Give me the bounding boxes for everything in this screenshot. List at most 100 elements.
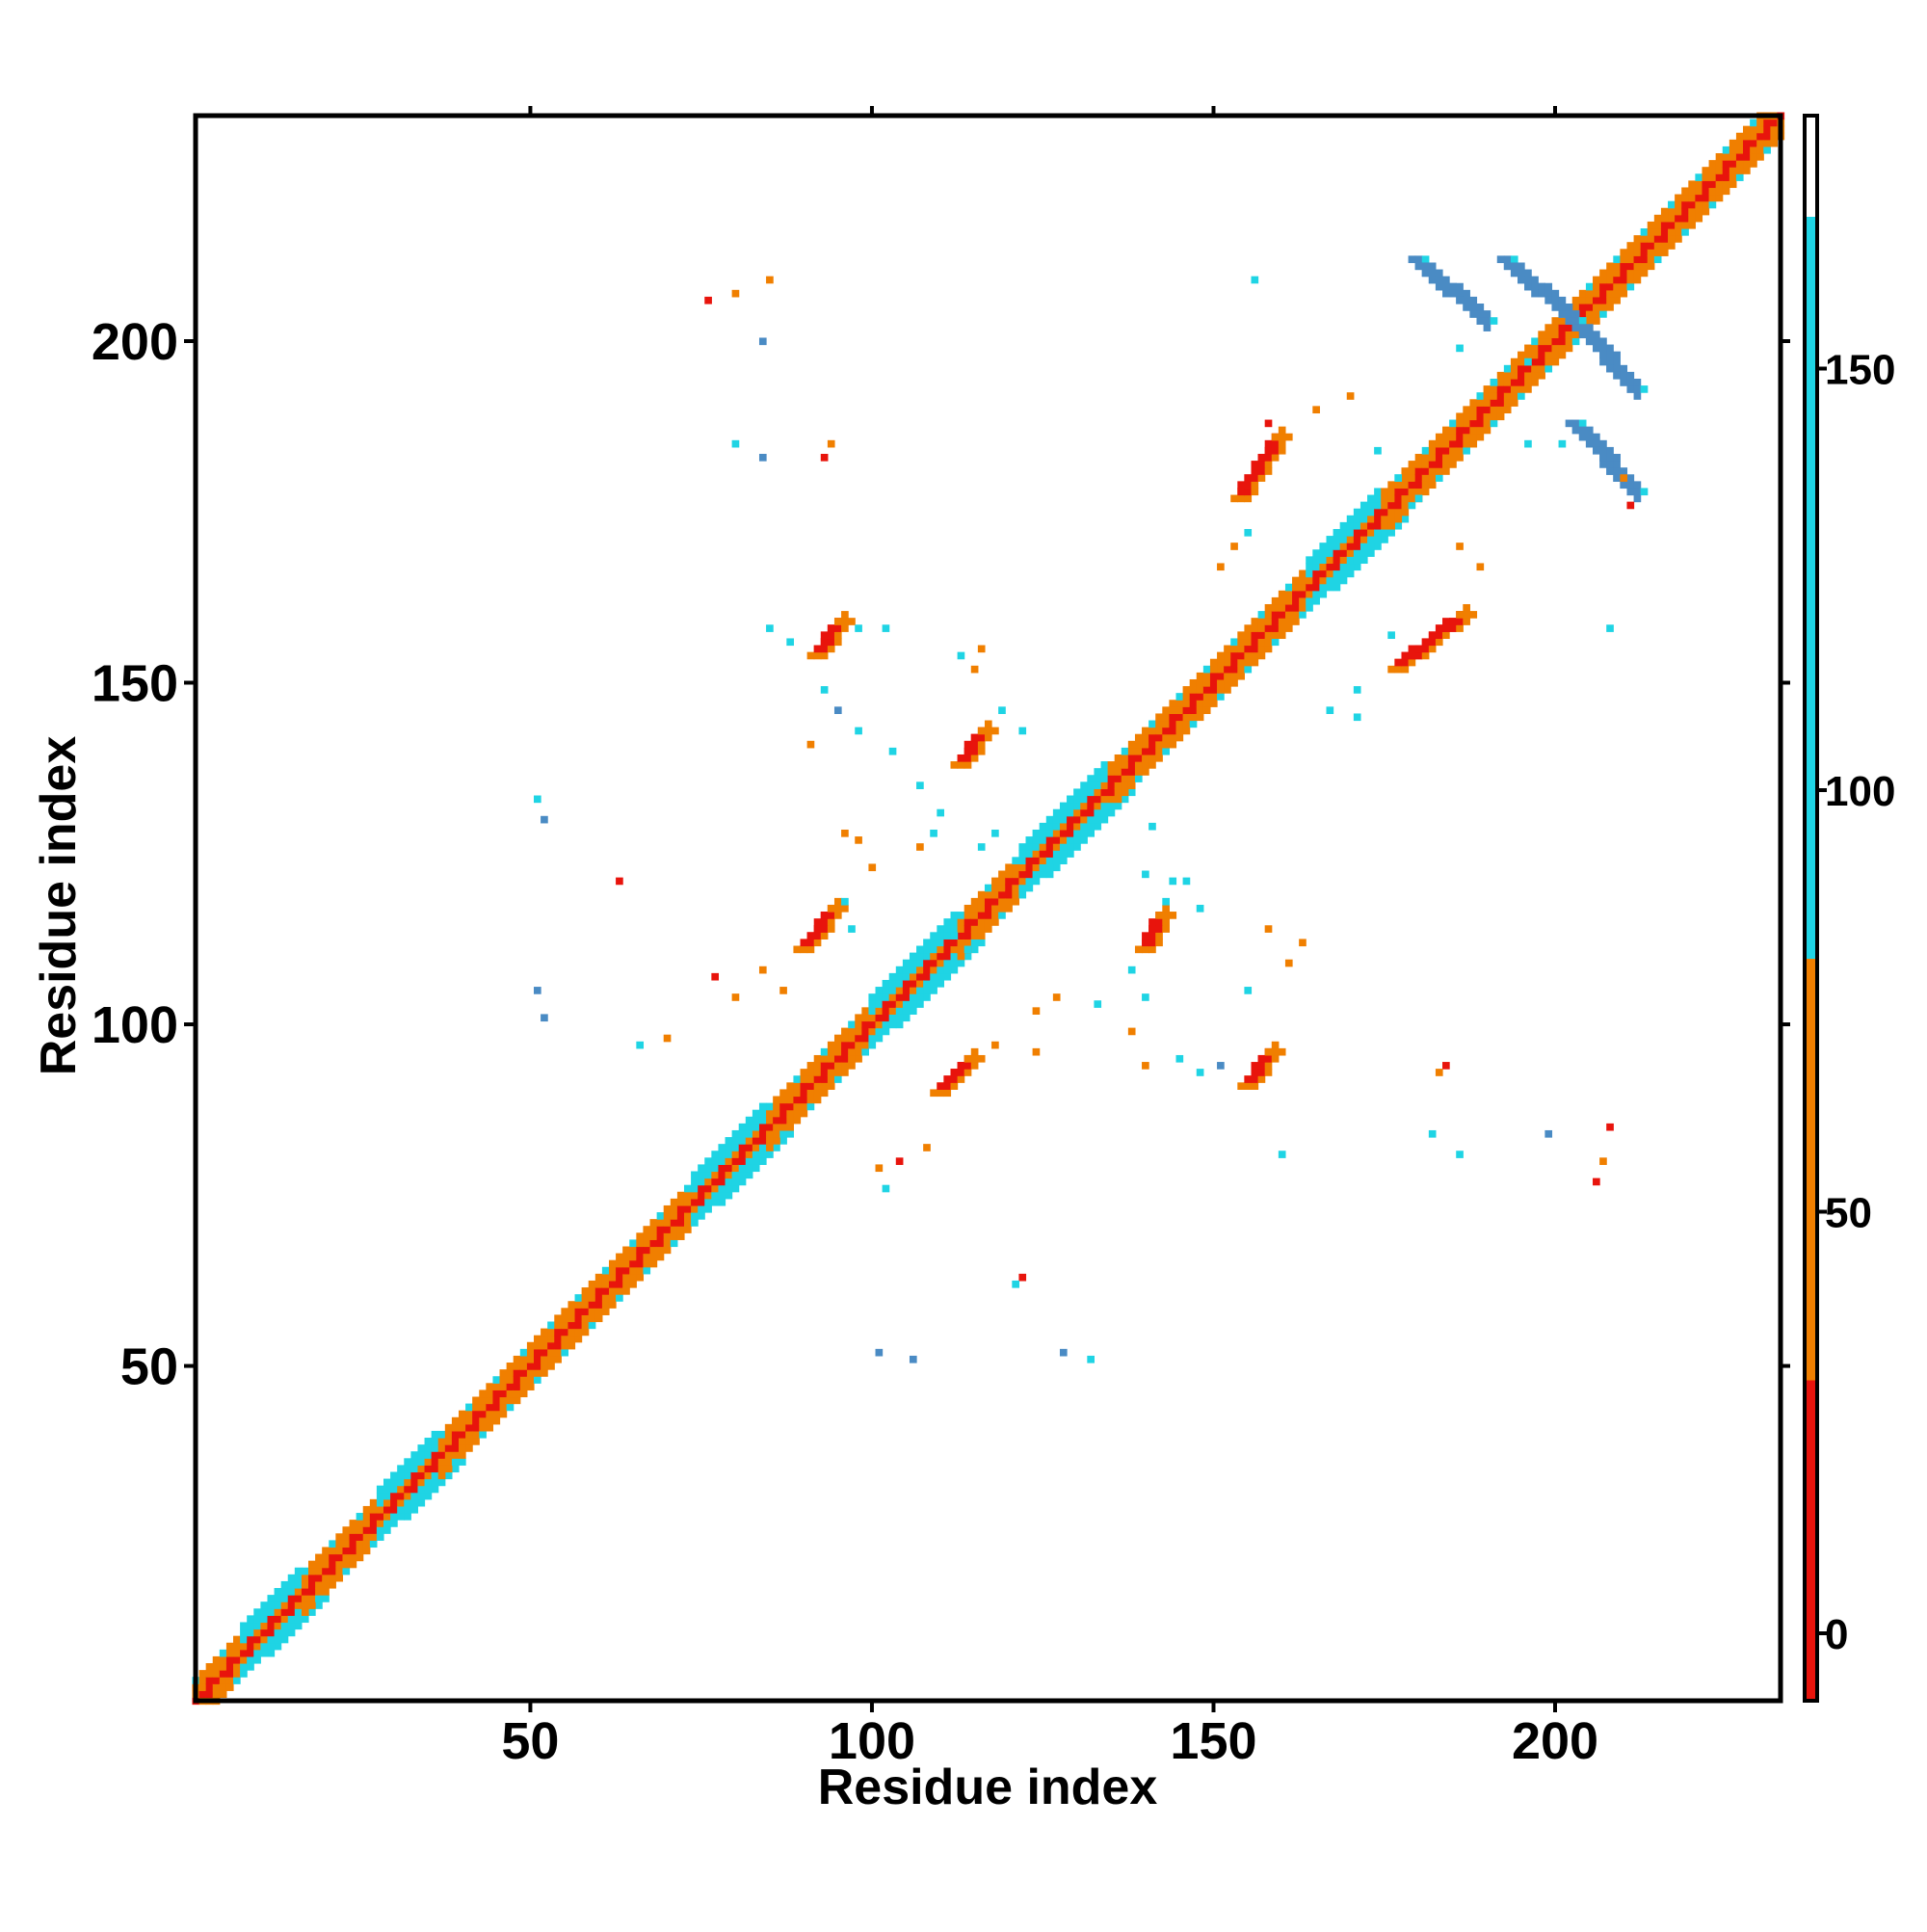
diagonal-cell (616, 1280, 623, 1288)
diagonal-cell (1067, 843, 1074, 851)
diagonal-cell (1087, 788, 1095, 797)
diagonal-cell (404, 1478, 411, 1487)
diagonal-cell (698, 1184, 705, 1193)
diagonal-cell (855, 1027, 862, 1036)
diagonal-cell (376, 1513, 384, 1521)
diagonal-cell (882, 1007, 890, 1015)
contact-cell (1387, 665, 1395, 674)
diagonal-cell (322, 1553, 330, 1562)
diagonal-cell (519, 1376, 528, 1384)
diagonal-cell (315, 1580, 323, 1589)
contact-cell (1271, 439, 1280, 448)
diagonal-cell (431, 1444, 439, 1452)
diagonal-cell (233, 1649, 241, 1657)
diagonal-cell (1217, 665, 1225, 674)
diagonal-cell (608, 1259, 617, 1268)
diagonal-cell (861, 1034, 869, 1043)
diagonal-cell (1067, 822, 1074, 831)
diagonal-cell (198, 1690, 207, 1699)
diagonal-cell (1735, 160, 1744, 168)
contact-cell (841, 904, 849, 913)
contact-cell (984, 733, 992, 742)
diagonal-cell (725, 1171, 733, 1179)
scatter-cell (1414, 494, 1423, 503)
diagonal-cell (247, 1635, 254, 1644)
diagonal-cell (1346, 521, 1355, 530)
diagonal-cell (1421, 461, 1430, 468)
diagonal-cell (663, 1246, 672, 1255)
diagonal-cell (404, 1492, 411, 1500)
diagonal-cell (1012, 857, 1019, 864)
diagonal-cell (294, 1574, 303, 1582)
contact-cell (1421, 269, 1430, 278)
diagonal-cell (451, 1430, 460, 1439)
diagonal-cell (1633, 269, 1642, 278)
diagonal-cell (1463, 412, 1470, 421)
diagonal-cell (526, 1341, 535, 1350)
diagonal-cell (683, 1191, 692, 1200)
diagonal-cell (397, 1513, 405, 1521)
contact-cell (1613, 357, 1621, 366)
diagonal-cell (1750, 153, 1757, 161)
helix-cell (404, 1513, 411, 1521)
diagonal-cell (745, 1123, 753, 1131)
diagonal-cell (574, 1335, 583, 1343)
diagonal-cell (1558, 337, 1567, 346)
diagonal-cell (219, 1663, 227, 1671)
diagonal-cell (1695, 187, 1703, 196)
diagonal-cell (725, 1164, 733, 1173)
contact-cell (1463, 603, 1470, 612)
scatter-cell (534, 987, 541, 994)
diagonal-cell (950, 959, 959, 967)
diagonal-cell (465, 1444, 473, 1452)
diagonal-cell (1175, 727, 1184, 735)
diagonal-cell (424, 1471, 433, 1480)
diagonal-cell (329, 1540, 336, 1548)
diagonal-cell (636, 1273, 645, 1282)
diagonal-cell (1278, 618, 1286, 625)
diagonal-cell (1496, 385, 1505, 393)
diagonal-cell (1127, 761, 1136, 769)
diagonal-cell (369, 1526, 378, 1534)
diagonal-cell (424, 1478, 433, 1487)
diagonal-cell (383, 1513, 391, 1521)
diagonal-cell (534, 1363, 541, 1370)
diagonal-cell (513, 1369, 521, 1377)
diagonal-cell (1100, 781, 1109, 789)
scatter-cell (1456, 1151, 1464, 1158)
diagonal-cell (1442, 433, 1450, 441)
diagonal-cell (643, 1239, 651, 1248)
diagonal-cell (636, 1239, 645, 1248)
diagonal-cell (499, 1410, 508, 1418)
contact-cell (841, 624, 849, 632)
contact-cell (1408, 645, 1416, 653)
diagonal-cell (998, 877, 1006, 886)
diagonal-cell (1640, 255, 1649, 264)
diagonal-cell (410, 1458, 419, 1466)
diagonal-cell (1743, 153, 1751, 161)
helix-cell (287, 1574, 296, 1582)
diagonal-cell (1490, 392, 1498, 400)
contact-cell (1463, 618, 1470, 625)
diagonal-cell (1306, 596, 1313, 605)
diagonal-cell (984, 890, 992, 899)
helix-cell (950, 912, 959, 919)
contact-cell (1544, 289, 1553, 298)
diagonal-cell (219, 1670, 227, 1678)
contact-cell (1626, 481, 1635, 490)
scatter-cell (882, 624, 890, 632)
diagonal-cell (1067, 829, 1074, 837)
diagonal-cell (1633, 249, 1642, 256)
scatter-cell (875, 1164, 884, 1173)
diagonal-cell (773, 1096, 780, 1104)
diagonal-cell (1299, 611, 1307, 619)
diagonal-cell (649, 1226, 658, 1233)
diagonal-cell (1182, 693, 1191, 701)
diagonal-cell (1224, 645, 1231, 653)
contact-cell (1620, 364, 1628, 373)
scatter-cell (1374, 446, 1382, 455)
diagonal-cell (1408, 488, 1416, 496)
diagonal-cell (561, 1348, 569, 1357)
contact-cell (1428, 276, 1437, 284)
diagonal-cell (601, 1273, 610, 1282)
